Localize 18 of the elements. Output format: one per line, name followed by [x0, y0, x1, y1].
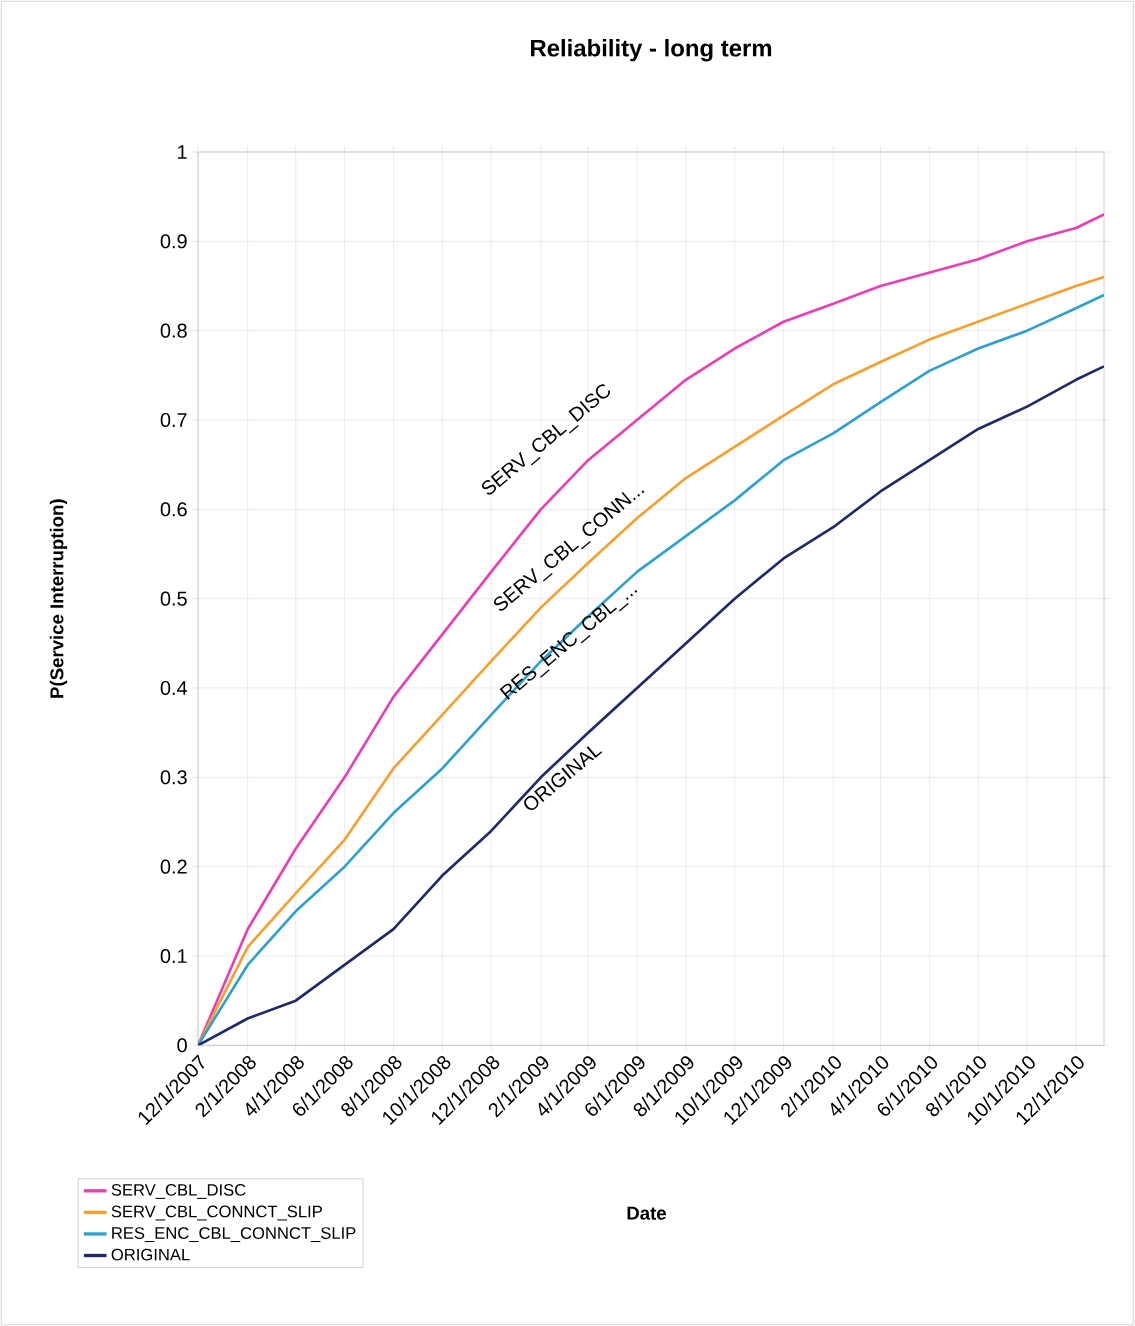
legend-label: ORIGINAL [111, 1248, 190, 1261]
legend-label: RES_ENC_CBL_CONNCT_SLIP [112, 1227, 356, 1243]
legend-label: SERV_CBL_CONNCT_SLIP [111, 1205, 323, 1221]
y-tick-label: 0.4 [160, 680, 188, 696]
y-tick-label: 1 [178, 145, 187, 159]
y-tick-label: 0.3 [160, 770, 187, 785]
y-tick-label: 0.8 [160, 323, 187, 338]
y-tick-label: 0.7 [160, 412, 187, 428]
chart-title: Reliability - long term [531, 39, 772, 62]
y-tick-label: 0.6 [160, 502, 187, 517]
y-tick-label: 0.5 [160, 591, 187, 606]
y-tick-label: 0.9 [160, 234, 187, 249]
legend-label: SERV_CBL_DISC [111, 1184, 246, 1199]
y-axis-title: P(Service Interruption) [49, 499, 68, 698]
x-axis-title: Date [627, 1206, 667, 1220]
y-tick-label: 0.2 [160, 859, 187, 874]
y-tick-label: 0.1 [160, 948, 187, 964]
y-tick-label: 0 [177, 1038, 188, 1053]
